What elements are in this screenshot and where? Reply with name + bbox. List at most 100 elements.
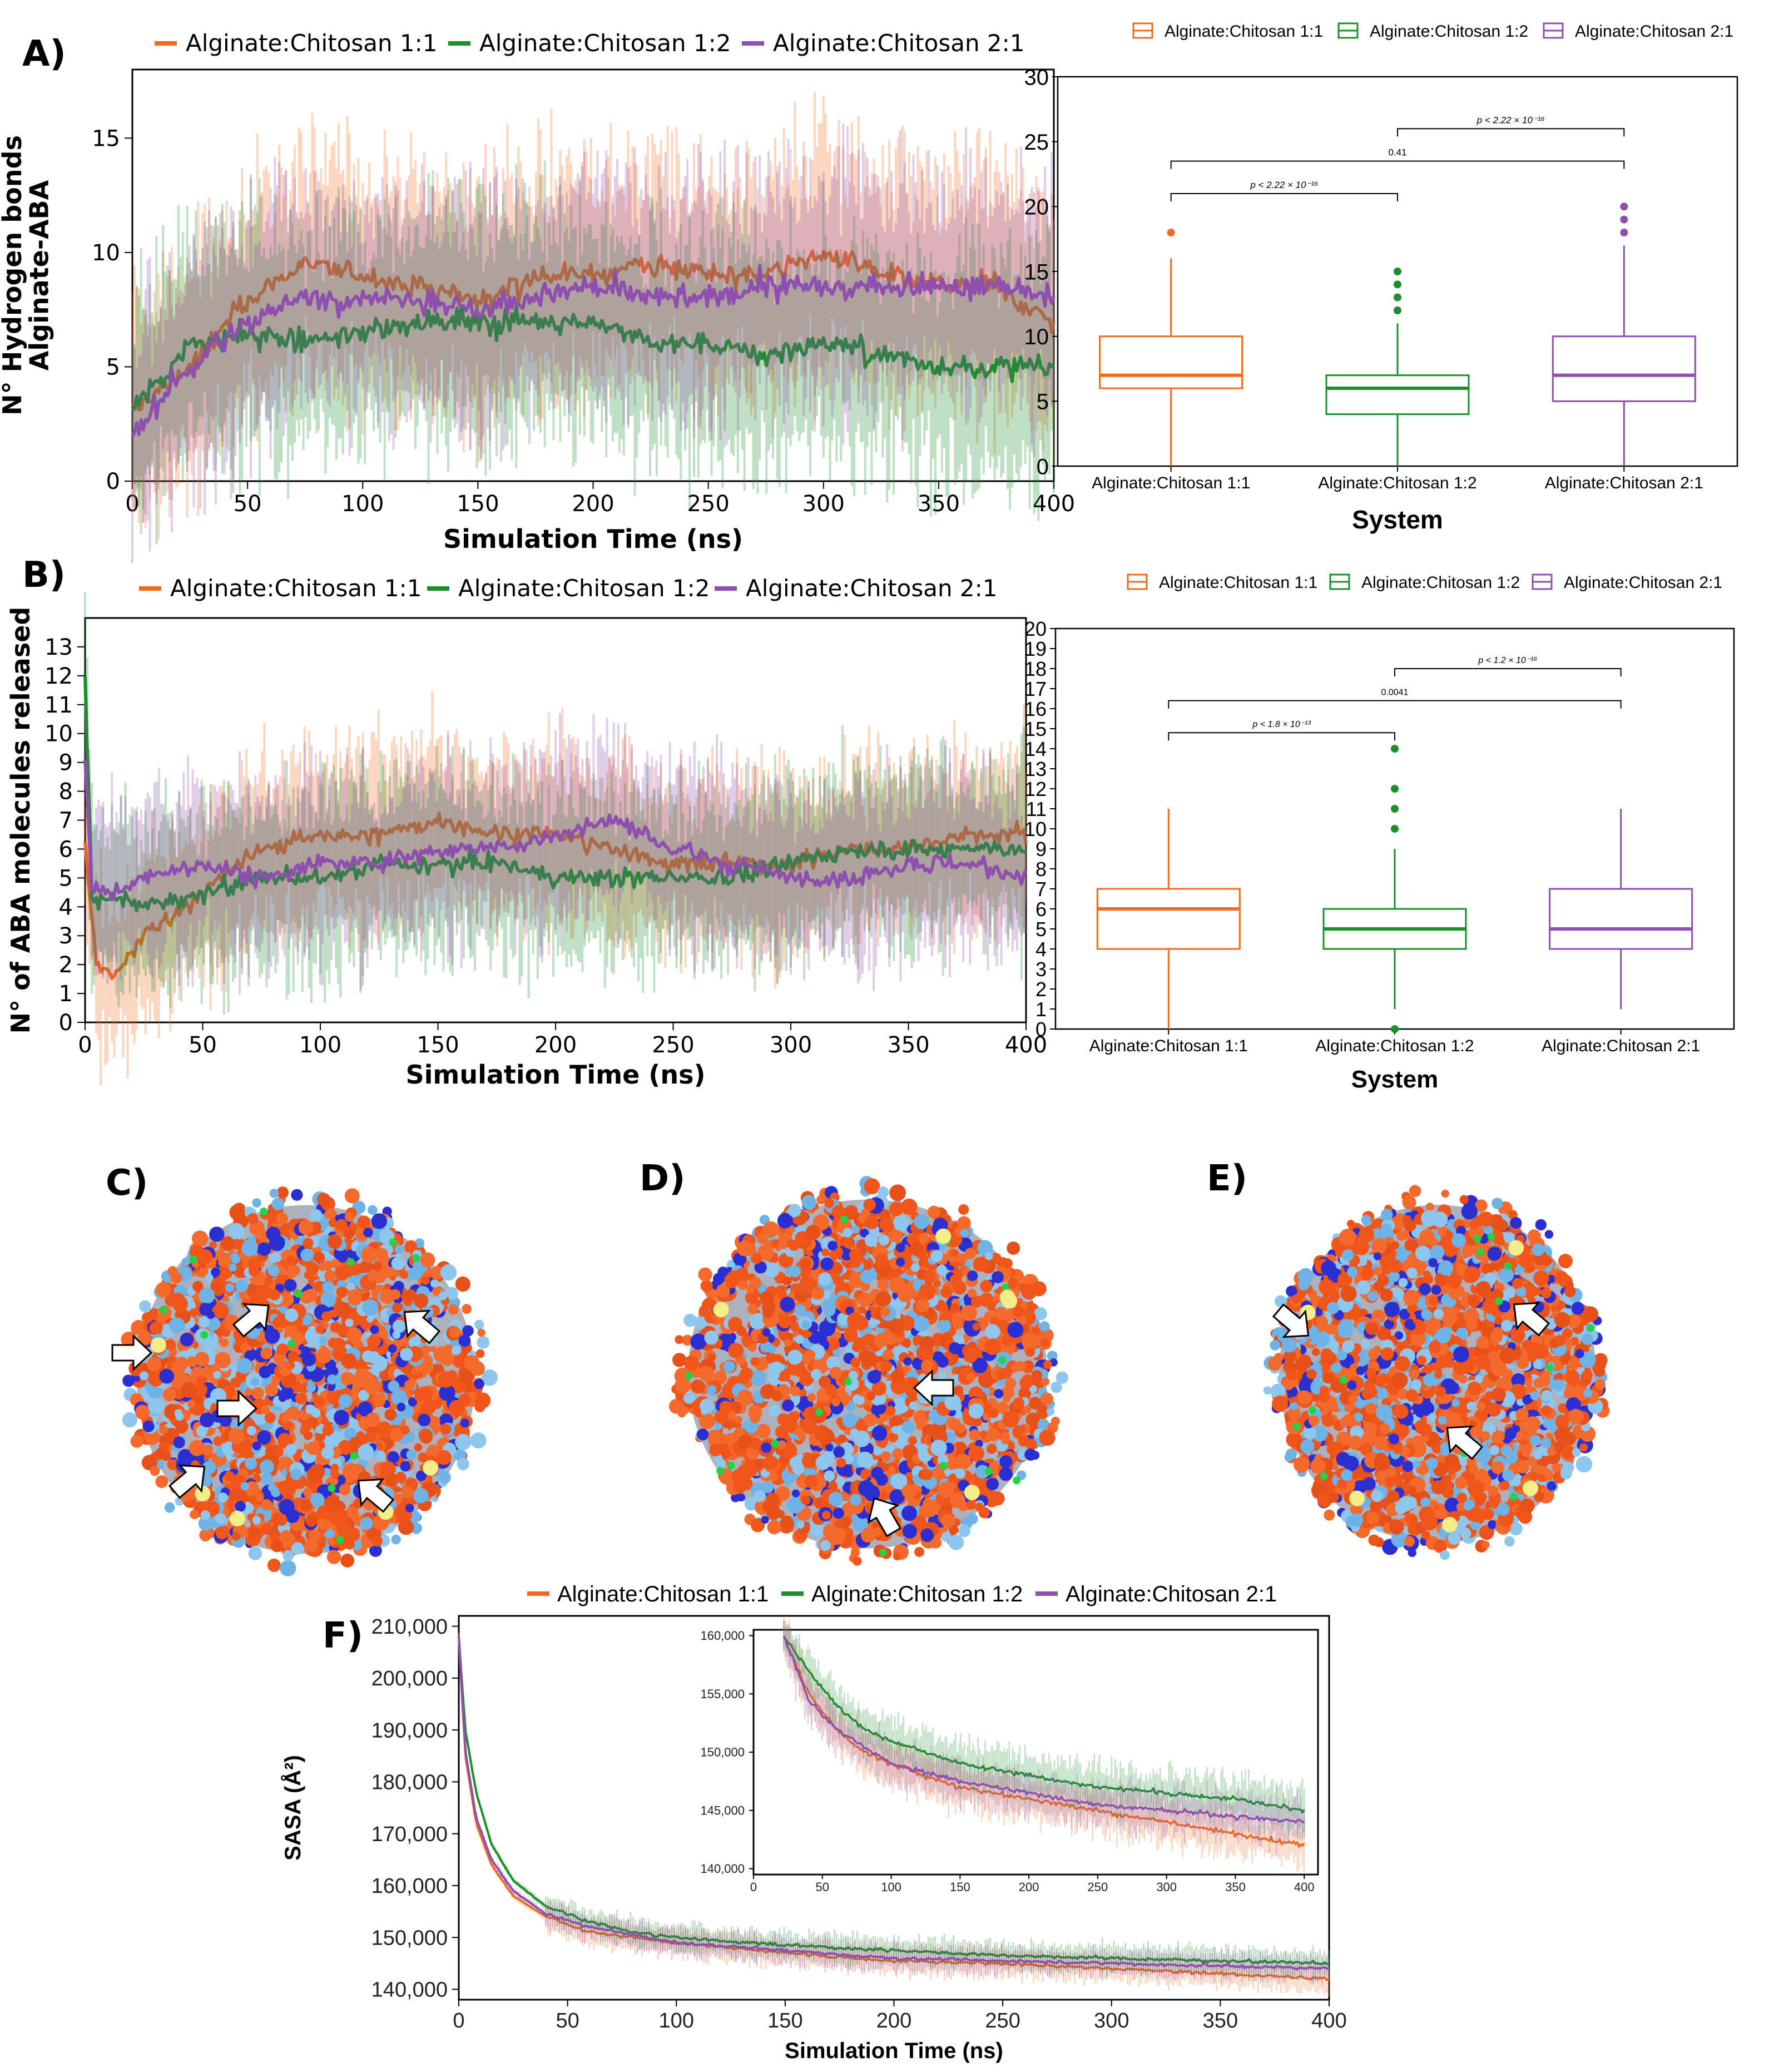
significance-bracket	[1397, 128, 1625, 137]
render-atom	[448, 1304, 459, 1315]
render-atom	[833, 1507, 844, 1519]
y-axis-label: N° Hydrogen bonds	[0, 135, 27, 416]
render-atom	[807, 1393, 816, 1402]
render-ion	[939, 1462, 948, 1470]
render-atom	[901, 1420, 915, 1434]
render-atom	[330, 1321, 341, 1333]
render-atom	[198, 1249, 213, 1264]
render-atom	[966, 1373, 975, 1382]
render-atom	[316, 1505, 330, 1519]
render-atom	[300, 1248, 314, 1262]
render-atom	[936, 1264, 947, 1275]
render-atom	[949, 1274, 962, 1286]
render-atom	[820, 1540, 831, 1551]
render-atom	[897, 1400, 906, 1409]
render-atom	[1003, 1394, 1011, 1403]
render-atom	[397, 1402, 406, 1412]
render-atom	[261, 1523, 273, 1535]
render-atom	[422, 1400, 436, 1415]
render-atom	[334, 1410, 349, 1426]
chart-a-line: 0 50 100 150 200 250 300 350 400051015Simulation…	[0, 68, 1075, 563]
render-atom	[289, 1265, 300, 1277]
render-atom	[838, 1434, 846, 1443]
render-ion	[998, 1356, 1007, 1364]
render-atom	[317, 1193, 330, 1206]
render-atom	[677, 1409, 686, 1418]
render-atom	[261, 1472, 274, 1485]
series-line-2	[131, 264, 1056, 438]
render-atom	[255, 1494, 264, 1502]
render-atom	[264, 1277, 273, 1286]
render-atom	[266, 1227, 281, 1242]
render-atom	[369, 1544, 382, 1557]
render-atom	[989, 1408, 999, 1418]
render-atom	[1051, 1381, 1062, 1393]
box-outlier	[1620, 229, 1628, 236]
panel-label-c: C)	[106, 1163, 148, 1204]
render-atom	[980, 1280, 993, 1293]
render-atom	[345, 1318, 354, 1327]
render-atom	[805, 1475, 818, 1488]
render-atom	[159, 1368, 175, 1384]
y-tick-label: 4	[1035, 938, 1047, 961]
render-atom	[741, 1462, 757, 1478]
render-atom	[699, 1413, 715, 1430]
significance-bracket	[1394, 668, 1622, 676]
render-atom	[382, 1266, 395, 1278]
significance-label: p < 2.22 × 10⁻¹⁶	[1476, 115, 1545, 125]
render-atom	[860, 1350, 877, 1367]
render-atom	[866, 1391, 875, 1401]
render-atom	[300, 1499, 313, 1512]
render-atom	[155, 1282, 171, 1298]
render-atom	[921, 1359, 934, 1372]
box-outlier	[1394, 293, 1401, 301]
render-atom	[965, 1500, 976, 1510]
render-atom	[911, 1263, 920, 1272]
y-tick-label: 16	[1024, 698, 1047, 720]
x-tick-label: 350	[918, 491, 960, 517]
render-atom	[747, 1304, 758, 1314]
render-atom	[155, 1448, 166, 1458]
render-atom	[139, 1371, 149, 1381]
render-atom	[784, 1338, 792, 1347]
render-atom	[790, 1386, 801, 1397]
render-atom	[148, 1398, 165, 1415]
render-atom	[889, 1277, 906, 1293]
render-atom	[252, 1473, 262, 1483]
render-atom	[709, 1443, 722, 1457]
render-atom	[799, 1368, 809, 1379]
render-atom	[310, 1492, 325, 1507]
render-atom	[335, 1302, 351, 1318]
render-atom	[301, 1352, 316, 1367]
render-atom	[315, 1324, 325, 1334]
render-atom	[906, 1235, 915, 1244]
legend-b-box-label-11: Alginate:Chitosan 1:1	[1159, 573, 1317, 592]
x-tick-label: 200	[534, 1032, 577, 1058]
render-atom	[986, 1428, 1000, 1441]
significance-bracket	[1168, 732, 1395, 741]
render-atom	[713, 1273, 725, 1285]
render-atom	[304, 1539, 319, 1552]
render-atom	[762, 1307, 774, 1318]
render-atom	[958, 1204, 969, 1215]
render-atom	[449, 1326, 461, 1338]
render-atom	[283, 1550, 294, 1561]
render-atom	[955, 1423, 966, 1433]
render-atom	[791, 1489, 800, 1497]
render-atom	[792, 1462, 805, 1475]
render-atom	[220, 1338, 229, 1347]
render-atom	[914, 1547, 925, 1557]
render-atom	[1579, 1443, 1588, 1452]
significance-label: 0.0041	[1381, 688, 1409, 698]
x-tick-label: 300	[770, 1032, 812, 1058]
render-atom	[701, 1407, 709, 1415]
box-outlier	[1391, 785, 1399, 793]
legend-a-box-label-21: Alginate:Chitosan 2:1	[1575, 22, 1733, 41]
render-atom	[805, 1224, 821, 1240]
render-atom	[787, 1204, 801, 1218]
legend-b-label-21: Alginate:Chitosan 2:1	[746, 575, 998, 602]
legend-a-line: Alginate:Chitosan 1:1 Alginate:Chitosan …	[155, 29, 1025, 57]
render-atom	[388, 1344, 397, 1353]
render-atom	[675, 1377, 691, 1394]
render-atom	[698, 1366, 715, 1382]
